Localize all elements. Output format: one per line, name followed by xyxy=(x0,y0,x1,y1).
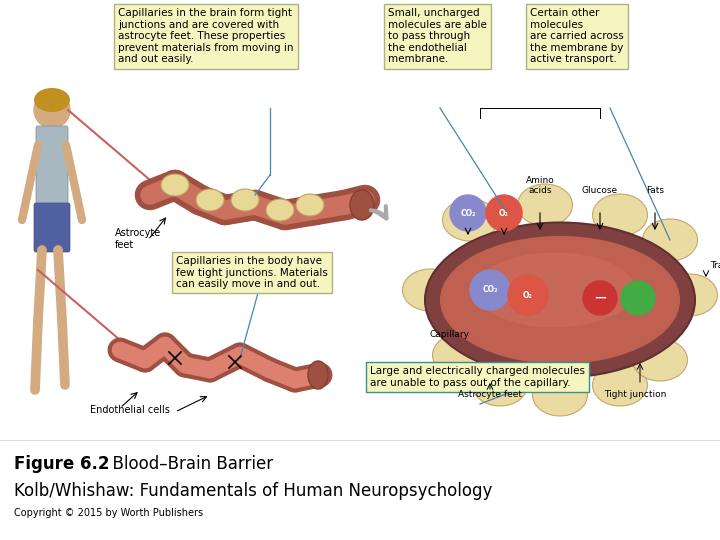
Ellipse shape xyxy=(518,184,572,226)
Ellipse shape xyxy=(231,189,259,211)
Ellipse shape xyxy=(433,334,487,376)
Text: −: − xyxy=(593,289,607,307)
Circle shape xyxy=(34,92,70,128)
Circle shape xyxy=(508,275,548,315)
Ellipse shape xyxy=(533,374,588,416)
Text: Kolb/Whishaw: Fundamentals of Human Neuropsychology: Kolb/Whishaw: Fundamentals of Human Neur… xyxy=(14,482,492,500)
Ellipse shape xyxy=(662,274,718,316)
Ellipse shape xyxy=(472,364,528,406)
Text: CO₂: CO₂ xyxy=(460,208,476,218)
Ellipse shape xyxy=(593,364,647,406)
FancyBboxPatch shape xyxy=(34,203,70,252)
Circle shape xyxy=(450,195,486,231)
Ellipse shape xyxy=(593,194,647,236)
Ellipse shape xyxy=(632,339,688,381)
Ellipse shape xyxy=(425,222,695,377)
Text: O₂: O₂ xyxy=(523,291,533,300)
Text: Copyright © 2015 by Worth Publishers: Copyright © 2015 by Worth Publishers xyxy=(14,508,203,518)
Text: Tight junction: Tight junction xyxy=(604,390,666,399)
Ellipse shape xyxy=(443,199,498,241)
Text: Astrocyte feet: Astrocyte feet xyxy=(458,390,522,399)
Ellipse shape xyxy=(440,236,680,364)
Text: O₂: O₂ xyxy=(499,208,509,218)
Ellipse shape xyxy=(642,219,698,261)
Text: Capillaries in the body have
few tight junctions. Materials
can easily move in a: Capillaries in the body have few tight j… xyxy=(176,256,328,289)
Ellipse shape xyxy=(475,253,635,327)
Text: Endothelial cells: Endothelial cells xyxy=(90,405,170,415)
Text: Certain other
molecules
are carried across
the membrane by
active transport.: Certain other molecules are carried acro… xyxy=(530,8,624,64)
Circle shape xyxy=(486,195,522,231)
Text: Transporter: Transporter xyxy=(710,260,720,269)
Circle shape xyxy=(470,270,510,310)
Text: Astrocyte
feet: Astrocyte feet xyxy=(115,228,161,249)
Circle shape xyxy=(621,281,655,315)
Ellipse shape xyxy=(308,361,328,389)
Ellipse shape xyxy=(161,174,189,196)
Circle shape xyxy=(583,281,617,315)
Text: Blood–Brain Barrier: Blood–Brain Barrier xyxy=(102,455,273,473)
Text: Capillaries in the brain form tight
junctions and are covered with
astrocyte fee: Capillaries in the brain form tight junc… xyxy=(118,8,294,64)
Ellipse shape xyxy=(266,199,294,221)
Text: Large and electrically charged molecules
are unable to pass out of the capillary: Large and electrically charged molecules… xyxy=(370,366,585,388)
Ellipse shape xyxy=(402,269,457,311)
Text: Figure 6.2: Figure 6.2 xyxy=(14,455,109,473)
Text: Capillary: Capillary xyxy=(430,330,470,339)
FancyBboxPatch shape xyxy=(36,126,68,210)
Text: Glucose: Glucose xyxy=(582,186,618,195)
Ellipse shape xyxy=(350,190,374,220)
Text: Small, uncharged
molecules are able
to pass through
the endothelial
membrane.: Small, uncharged molecules are able to p… xyxy=(388,8,487,64)
Ellipse shape xyxy=(34,88,70,112)
Text: Fats: Fats xyxy=(646,186,664,195)
Text: CO₂: CO₂ xyxy=(482,286,498,294)
Ellipse shape xyxy=(196,189,224,211)
Text: Amino
acids: Amino acids xyxy=(526,176,554,195)
Ellipse shape xyxy=(296,194,324,216)
